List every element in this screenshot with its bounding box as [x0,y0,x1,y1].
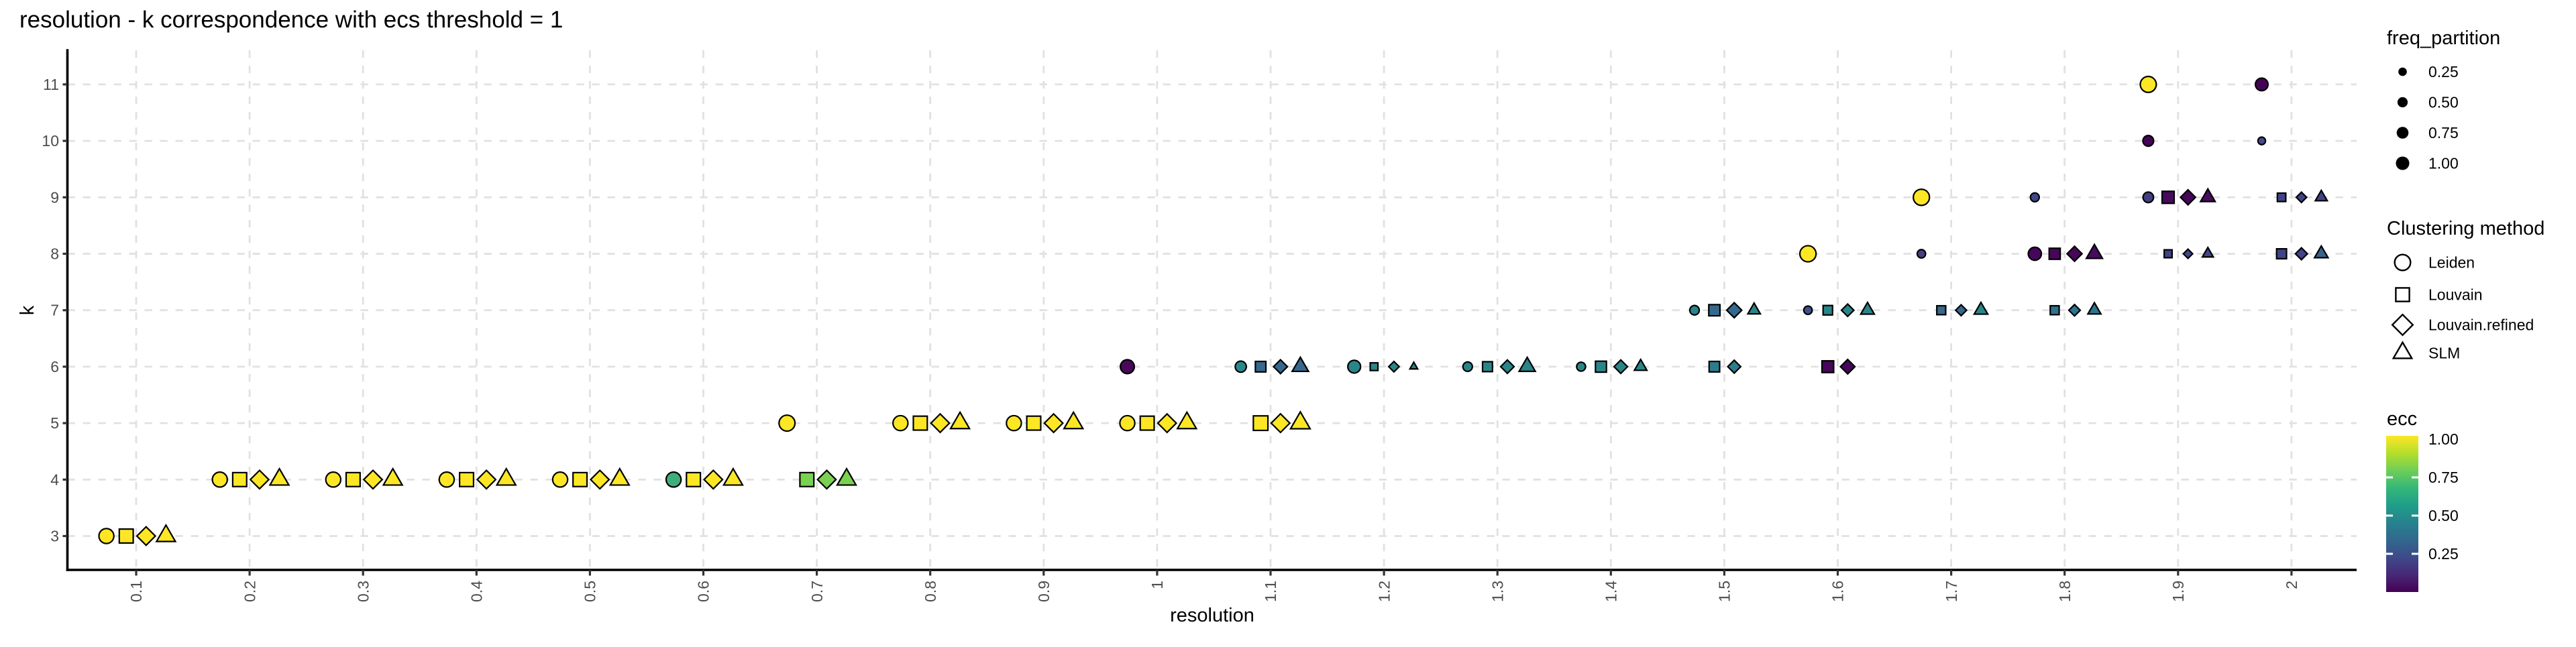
svg-text:0.25: 0.25 [2428,545,2459,563]
svg-text:11: 11 [43,76,59,93]
svg-text:5: 5 [50,414,59,432]
svg-text:1.9: 1.9 [2169,581,2187,602]
svg-text:1.4: 1.4 [1603,581,1620,602]
svg-text:0.8: 0.8 [922,581,939,602]
svg-text:1.00: 1.00 [2428,430,2459,448]
svg-text:0.75: 0.75 [2428,469,2459,486]
svg-text:ecc: ecc [2387,408,2417,430]
svg-text:resolution - k correspondence: resolution - k correspondence with ecs t… [19,7,563,33]
svg-text:0.5: 0.5 [582,581,599,602]
svg-text:0.25: 0.25 [2428,63,2459,80]
svg-text:0.7: 0.7 [808,581,826,602]
svg-text:4: 4 [50,471,59,488]
svg-text:1.8: 1.8 [2056,581,2074,602]
svg-text:1: 1 [1148,581,1166,589]
svg-text:1.6: 1.6 [1829,581,1847,602]
svg-text:8: 8 [50,245,59,263]
svg-text:0.3: 0.3 [354,581,372,602]
svg-text:9: 9 [50,188,59,206]
svg-text:1.00: 1.00 [2428,155,2459,172]
svg-text:2: 2 [2283,581,2300,589]
svg-text:resolution: resolution [1170,605,1254,626]
svg-text:1.5: 1.5 [1716,581,1733,602]
svg-text:1.7: 1.7 [1943,581,1960,602]
svg-text:7: 7 [50,302,59,319]
svg-text:3: 3 [50,528,59,545]
svg-text:0.75: 0.75 [2428,124,2459,141]
svg-text:1.2: 1.2 [1375,581,1393,602]
svg-text:k: k [17,305,38,315]
svg-text:0.2: 0.2 [241,581,258,602]
svg-text:0.9: 0.9 [1035,581,1053,602]
svg-text:10: 10 [42,132,59,150]
svg-text:freq_partition: freq_partition [2387,27,2500,49]
svg-text:0.6: 0.6 [695,581,712,602]
svg-text:Leiden: Leiden [2428,254,2475,272]
svg-text:Clustering method: Clustering method [2387,218,2544,239]
svg-text:Louvain: Louvain [2428,286,2483,304]
svg-text:1.1: 1.1 [1262,581,1279,602]
svg-text:0.50: 0.50 [2428,507,2459,524]
svg-text:1.3: 1.3 [1489,581,1506,602]
svg-text:0.1: 0.1 [127,581,145,602]
svg-text:0.4: 0.4 [468,581,486,602]
svg-text:0.50: 0.50 [2428,94,2459,111]
svg-text:Louvain.refined: Louvain.refined [2428,316,2534,334]
svg-text:SLM: SLM [2428,345,2460,362]
svg-text:6: 6 [50,358,59,375]
